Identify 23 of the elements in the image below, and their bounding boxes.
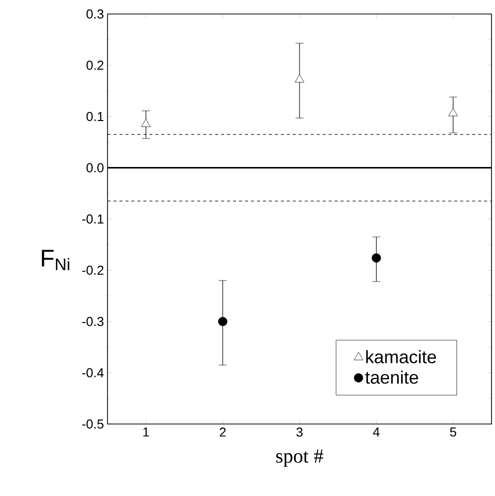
point: [448, 108, 458, 116]
x-tick-label: 3: [296, 428, 303, 437]
point: [295, 74, 304, 82]
legend-label: taenite: [366, 370, 418, 384]
point: [141, 118, 151, 127]
y-axis-title: F$_{Ni}$: [42, 250, 70, 270]
y-tick-label: 0.1: [86, 112, 104, 122]
point: [372, 253, 382, 263]
point: [218, 316, 228, 326]
y-tick-label: -0.5: [82, 419, 104, 429]
x-tick-label: 2: [220, 428, 226, 437]
x-axis-title: spot #: [276, 450, 324, 467]
y-tick-label: 0.2: [86, 60, 104, 70]
y-tick-label: -0.4: [82, 368, 104, 378]
x-tick-label: 4: [373, 428, 380, 436]
y-tick-label: -0.2: [82, 266, 104, 275]
y-tick-label: -0.3: [82, 316, 104, 326]
y-tick-label: -0.1: [82, 214, 104, 224]
legend-label: kamacite: [366, 350, 436, 364]
y-tick-label: 0.0: [86, 163, 104, 172]
y-tick-label: 0.3: [86, 9, 104, 19]
x-tick-label: 1: [144, 428, 150, 436]
x-tick-label: 5: [450, 428, 456, 437]
